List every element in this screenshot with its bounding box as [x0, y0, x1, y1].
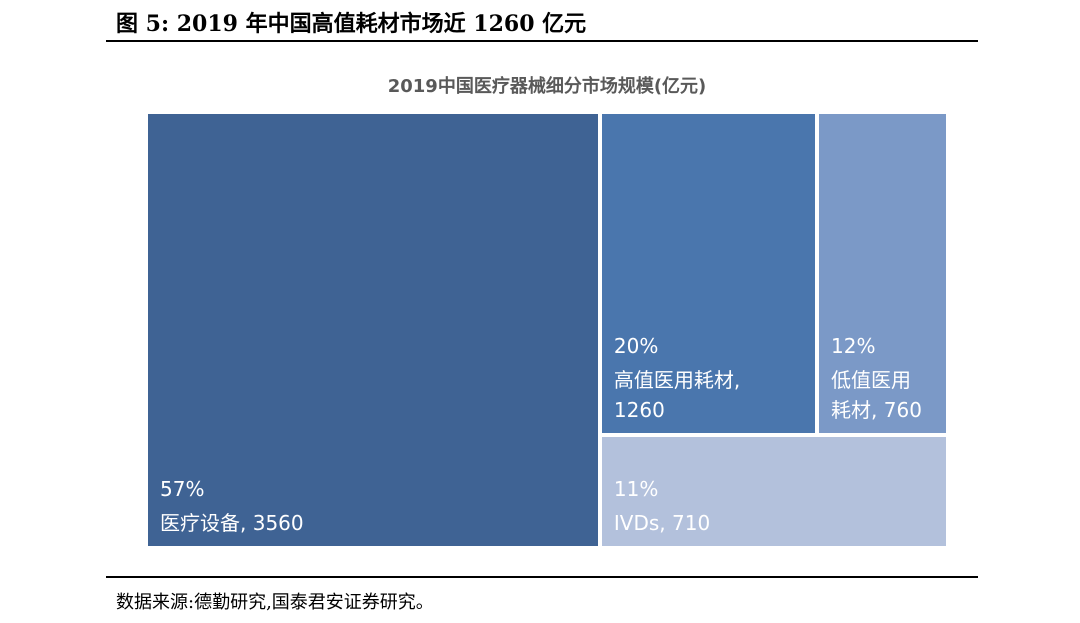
treemap-tile: 11% IVDs, 710 — [599, 434, 948, 548]
tile-data-label: 11% IVDs, 710 — [614, 474, 710, 538]
tile-name-value-label: 高值医用耗材, — [613, 367, 741, 392]
tile-name-value-label: 低值医用 — [831, 367, 912, 392]
treemap-tile: 12% 低值医用耗材, 760 — [817, 112, 948, 435]
tile-name-value-label: 耗材, 760 — [831, 397, 922, 422]
figure-title: 图 5: 2019 年中国高值耗材市场近 1260 亿元 — [116, 11, 587, 37]
tile-data-label: 12% 低值医用耗材, 760 — [831, 331, 922, 425]
treemap-plot-area: 57% 医疗设备, 3560 20% 高值医用耗材, 1260 12% 低值医用耗材, 76… — [146, 112, 948, 548]
tile-name-value-label: 医疗设备, 3560 — [160, 511, 304, 535]
tile-data-label: 20% 高值医用耗材, 1260 — [614, 331, 740, 425]
treemap-tile: 20% 高值医用耗材, 1260 — [599, 112, 818, 435]
top-divider — [106, 40, 978, 42]
chart-title: 2019中国医疗器械细分市场规模(亿元) — [387, 76, 707, 97]
tile-percent-label: 57% — [160, 477, 205, 501]
tile-name-value-label: 1260 — [613, 397, 665, 422]
tile-percent-label: 20% — [613, 333, 659, 358]
treemap-tile: 57% 医疗设备, 3560 — [146, 112, 600, 548]
bottom-divider — [106, 576, 978, 578]
tile-name-value-label: IVDs, 710 — [613, 510, 711, 535]
source-note: 数据来源:德勤研究,国泰君安证券研究。 — [116, 592, 434, 613]
tile-percent-label: 12% — [831, 333, 876, 358]
tile-percent-label: 11% — [613, 476, 659, 501]
tile-data-label: 57% 医疗设备, 3560 — [160, 474, 304, 538]
